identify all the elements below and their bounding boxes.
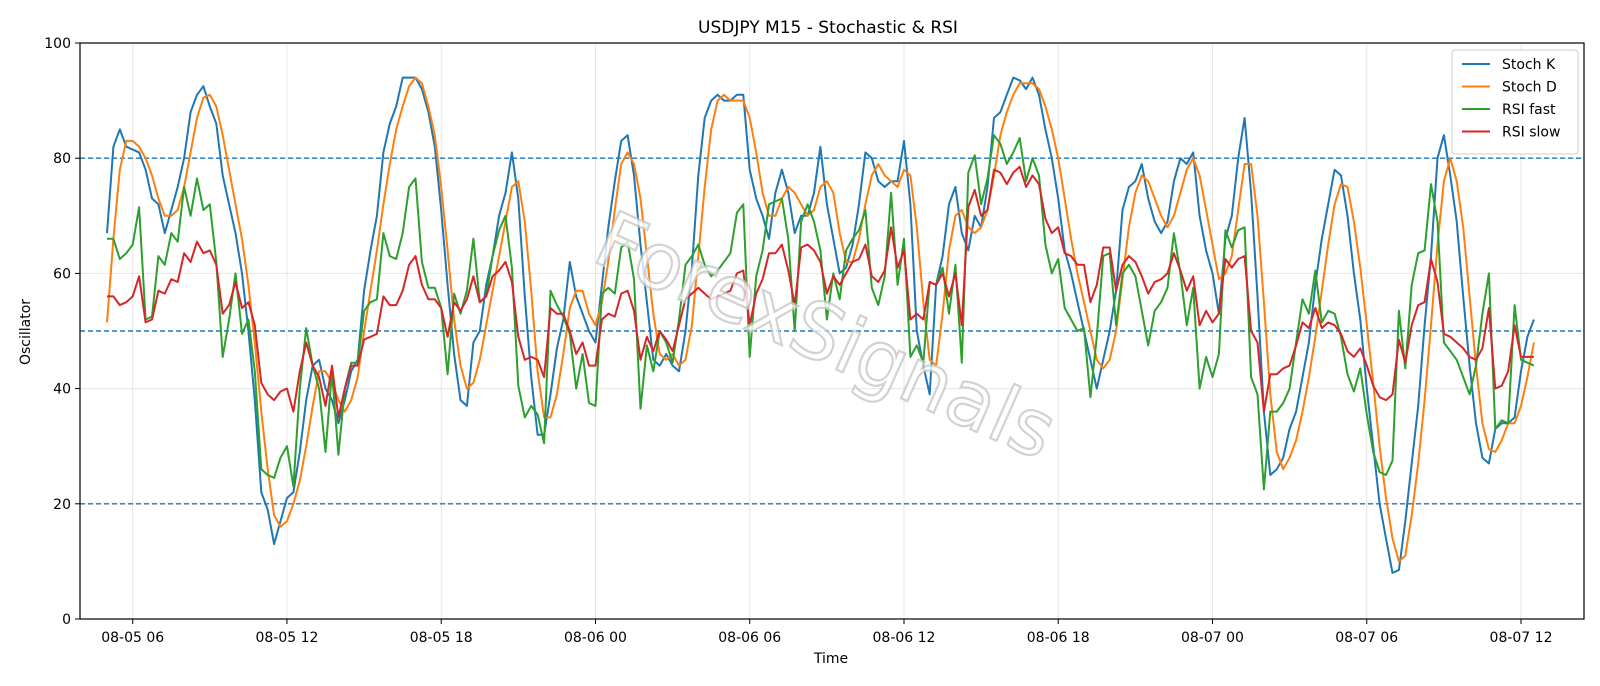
legend-box — [1451, 49, 1579, 155]
y-tick-label-3: 60 — [53, 266, 71, 282]
legend-label-rsi-fast: RSI fast — [1502, 102, 1556, 118]
x-tick-label-8: 08-07 06 — [1335, 630, 1398, 646]
y-tick-label-4: 80 — [53, 151, 71, 167]
y-tick-label-1: 20 — [53, 497, 71, 513]
x-tick-label-1: 08-05 12 — [255, 630, 318, 646]
x-axis-label: Time — [813, 651, 848, 667]
x-tick-label-9: 08-07 12 — [1490, 630, 1553, 646]
x-tick-label-6: 08-06 18 — [1027, 630, 1090, 646]
legend-label-rsi-slow: RSI slow — [1502, 125, 1560, 141]
x-tick-label-5: 08-06 12 — [873, 630, 936, 646]
plot-area: 08-05 06 08-05 12 08-05 18 08-06 00 08-06 06… — [44, 36, 1585, 646]
x-tick-label-2: 08-05 18 — [410, 630, 473, 646]
x-tick-label-3: 08-06 00 — [564, 630, 627, 646]
series-line-stoch-k — [106, 76, 1535, 574]
series-line-stoch-d — [106, 76, 1535, 563]
axes-frame — [79, 42, 1585, 620]
legend: Stoch K Stoch D RSI fast RSI slow — [1451, 49, 1579, 155]
x-tick-label-7: 08-07 00 — [1181, 630, 1244, 646]
y-tick-label-2: 40 — [53, 382, 71, 398]
legend-label-stoch-d: Stoch D — [1502, 80, 1557, 96]
y-tick-label-5: 100 — [44, 36, 71, 52]
y-tick-label-0: 0 — [62, 612, 71, 628]
series-line-rsi-slow — [107, 165, 1534, 419]
x-tick-label-0: 08-05 06 — [101, 630, 164, 646]
y-axis-label: Oscillator — [18, 299, 34, 365]
x-tick-label-4: 08-06 06 — [718, 630, 781, 646]
legend-label-stoch-k: Stoch K — [1502, 57, 1556, 73]
chart-title: USDJPY M15 - Stochastic & RSI — [698, 18, 958, 38]
